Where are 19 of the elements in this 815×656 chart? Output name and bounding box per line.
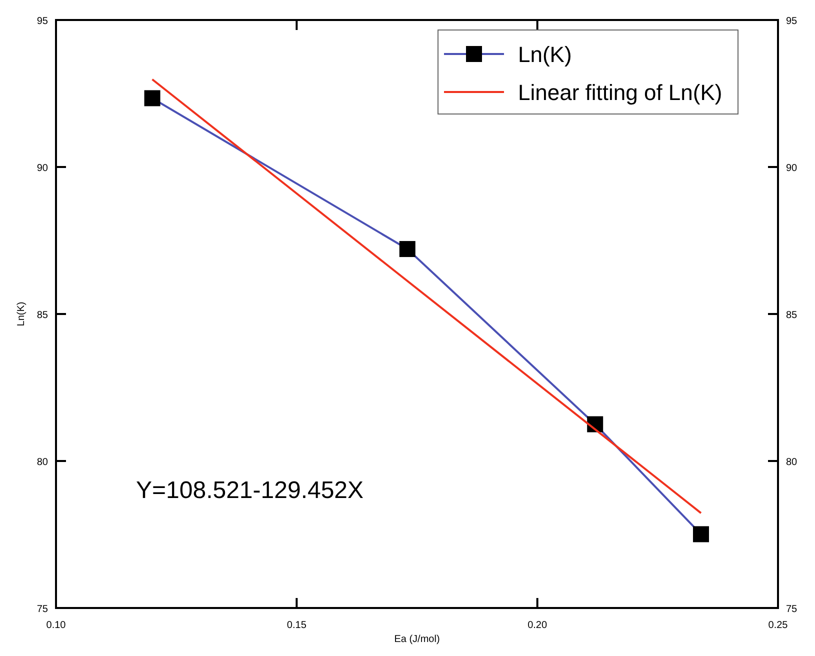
y-tick-label: 75 xyxy=(36,604,48,615)
y2-tick-label: 80 xyxy=(786,457,798,468)
y-tick-label: 95 xyxy=(36,16,48,27)
y2-tick-label: 90 xyxy=(786,163,798,174)
y-tick-label: 80 xyxy=(36,457,48,468)
y-tick-label: 90 xyxy=(36,163,48,174)
x-tick-label: 0.15 xyxy=(286,620,307,631)
x-tick-label: 0.20 xyxy=(528,620,548,631)
y2-tick-label: 95 xyxy=(786,16,798,27)
x-axis-title: Ea (J/mol) xyxy=(394,634,440,645)
legend-label: Linear fitting of Ln(K) xyxy=(518,80,722,105)
y2-tick-label: 85 xyxy=(786,310,798,321)
annotation: Y=108.521-129.452X xyxy=(136,477,364,504)
y-tick-label: 85 xyxy=(36,310,48,321)
y-axis-title: Ln(K) xyxy=(16,302,27,326)
y2-tick-label: 75 xyxy=(786,604,798,615)
x-tick-label: 0.10 xyxy=(46,620,66,631)
legend-label: Ln(K) xyxy=(518,42,572,67)
x-tick-label: 0.25 xyxy=(768,620,788,631)
